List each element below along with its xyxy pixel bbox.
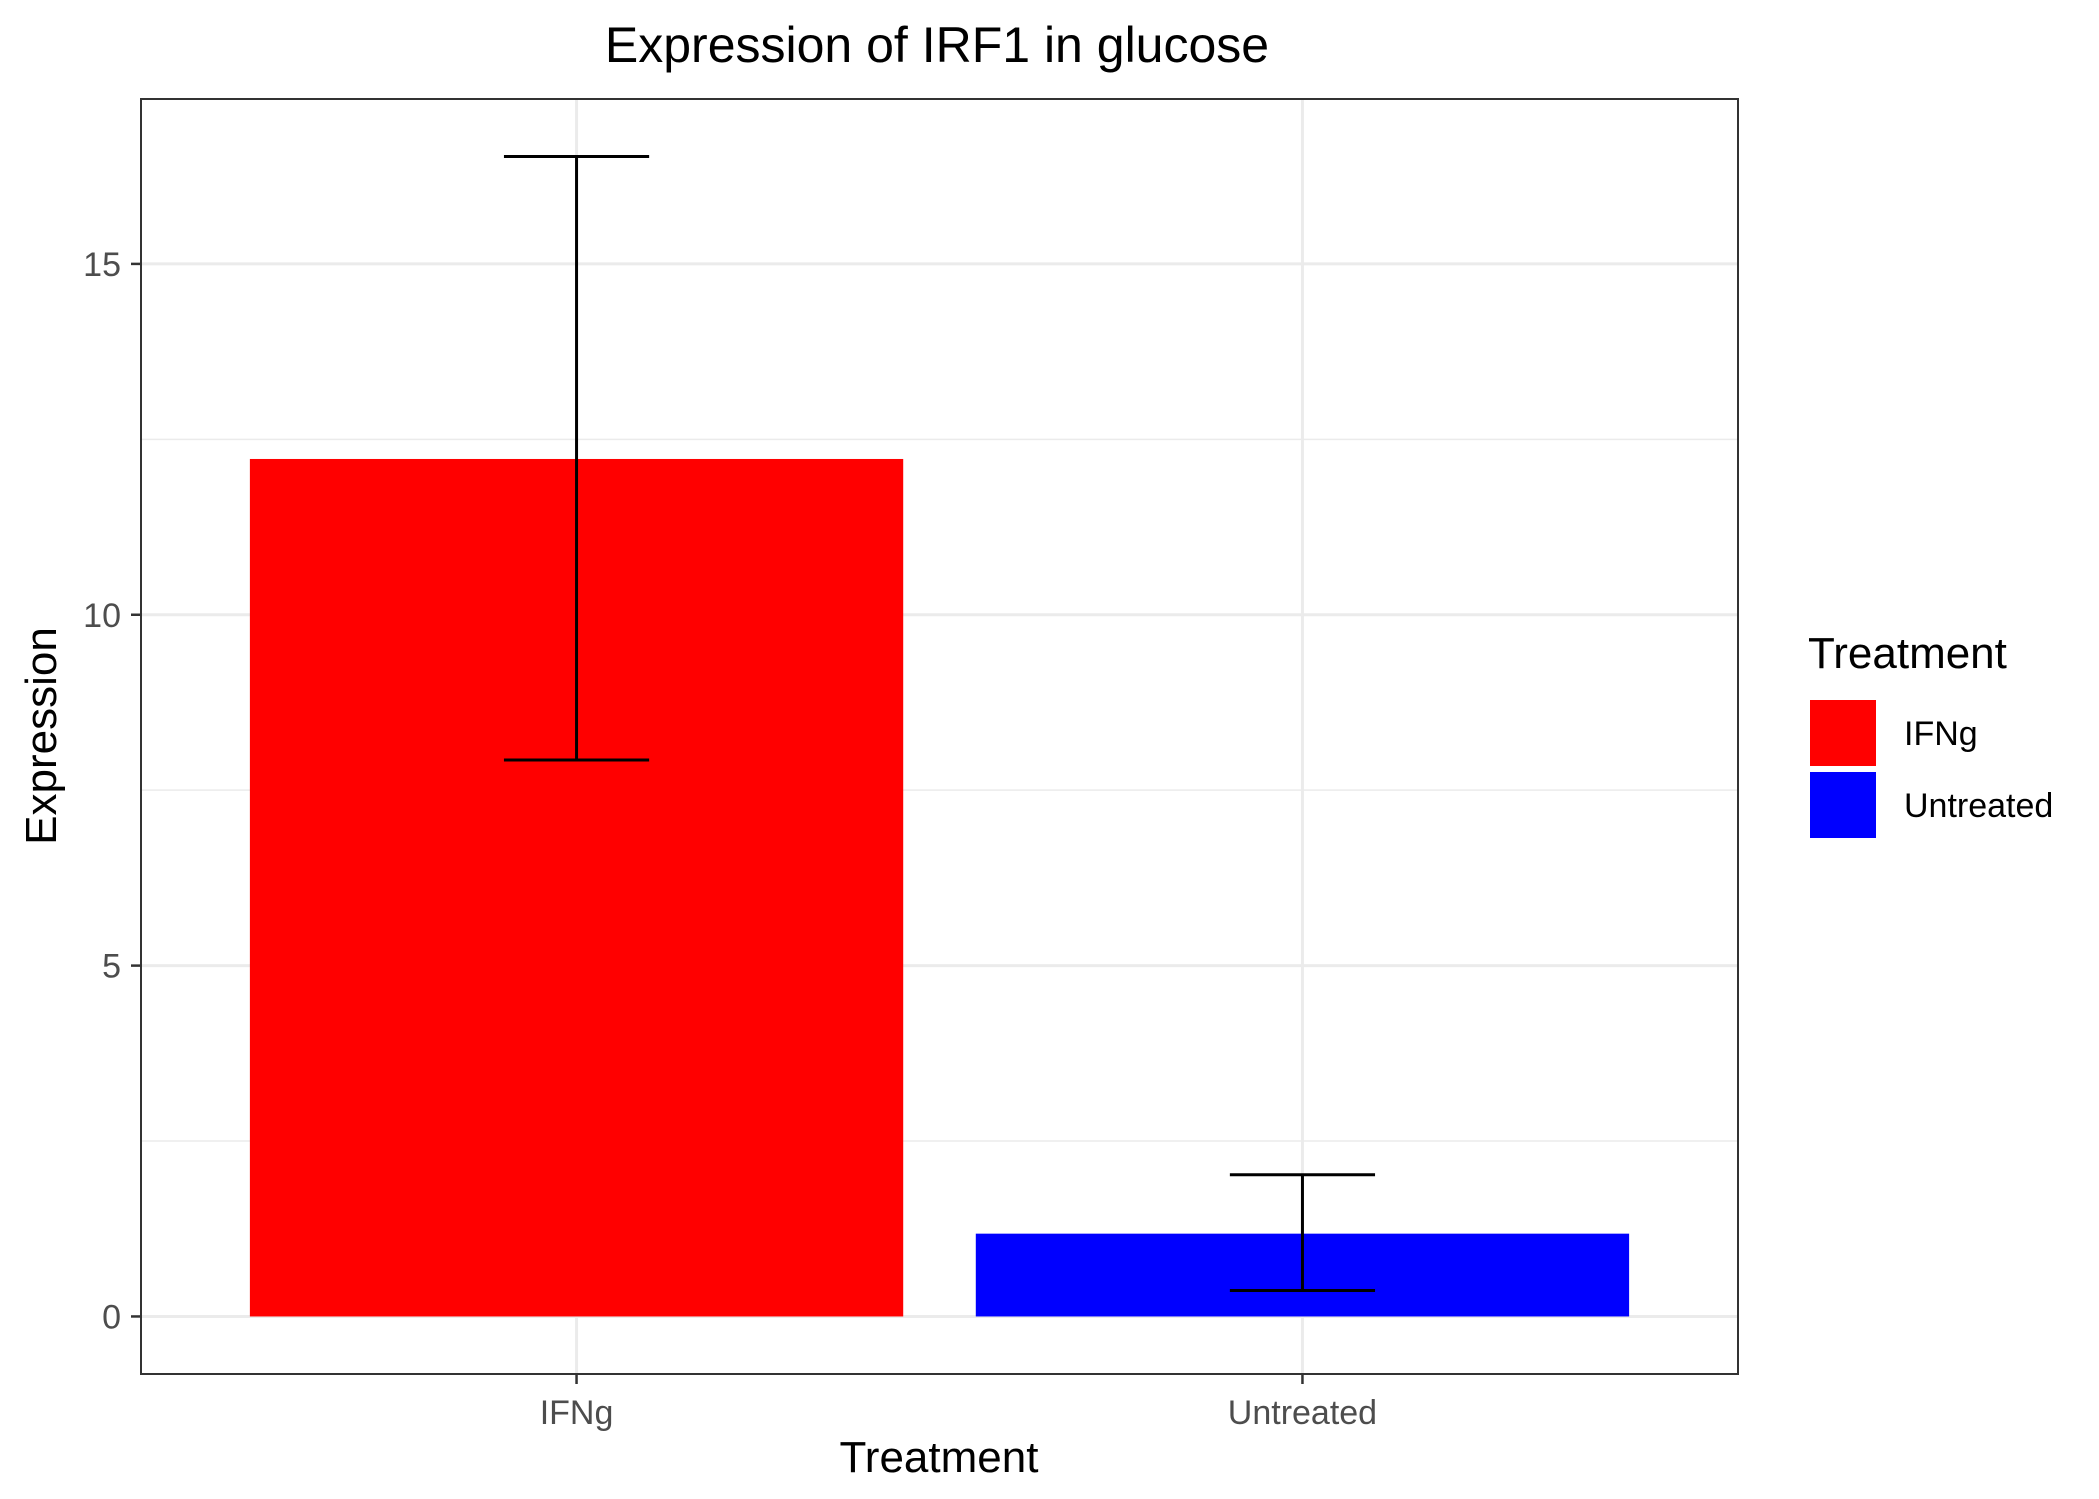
legend-item-untreated: Untreated: [1810, 772, 2053, 838]
legend-label: Untreated: [1904, 787, 2053, 825]
y-axis: 0 5 10 15: [83, 246, 141, 1336]
chart-title: Expression of IRF1 in glucose: [605, 17, 1269, 73]
y-tick-label: 10: [83, 597, 121, 635]
y-tick-label: 15: [83, 246, 121, 284]
legend-label: IFNg: [1904, 715, 1978, 753]
x-tick-label: IFNg: [540, 1394, 614, 1432]
plot-panel-border: [140, 98, 1739, 1375]
legend-key: [1810, 700, 1876, 766]
legend-items: IFNg Untreated: [1810, 700, 2053, 838]
legend-key: [1810, 772, 1876, 838]
legend-title: Treatment: [1808, 629, 2007, 678]
errorbar-layer: [503, 155, 1376, 1292]
legend: Treatment IFNg Untreated: [1808, 629, 2053, 838]
x-tick-label: Untreated: [1228, 1394, 1377, 1432]
error-bar-untreated: [1229, 1173, 1376, 1292]
legend-item-ifng: IFNg: [1810, 700, 1978, 766]
bar-layer: [249, 458, 1630, 1317]
y-axis-title: Expression: [17, 627, 66, 845]
error-bar-ifng: [503, 155, 650, 762]
y-tick-label: 0: [102, 1298, 121, 1336]
y-tick-label: 5: [102, 948, 121, 986]
x-axis: IFNg Untreated: [540, 1374, 1377, 1432]
x-axis-title: Treatment: [840, 1433, 1039, 1482]
